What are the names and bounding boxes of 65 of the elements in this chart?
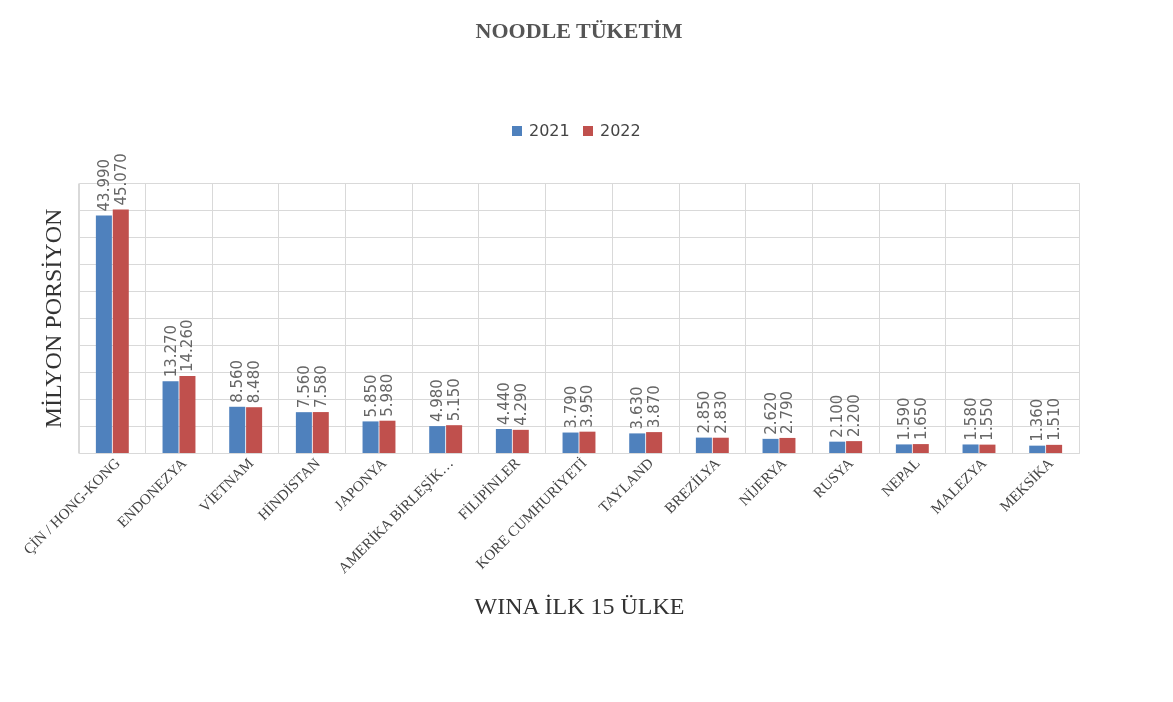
bar	[495, 429, 512, 453]
bar	[446, 425, 463, 453]
bar	[912, 444, 929, 453]
bar	[579, 431, 596, 453]
bar	[95, 215, 112, 453]
bar	[979, 444, 996, 453]
data-label: 4.980	[428, 379, 447, 423]
chart-title: NOODLE TÜKETİM	[475, 18, 683, 43]
bar	[895, 444, 912, 453]
x-axis-title: WINA İLK 15 ÜLKE	[474, 592, 685, 619]
data-label: 2.200	[845, 394, 864, 438]
bar	[629, 433, 646, 453]
bar	[762, 438, 779, 453]
data-label: 4.440	[494, 382, 513, 426]
data-label: 7.560	[294, 365, 313, 409]
data-label: 43.990	[94, 158, 113, 212]
data-label: 3.950	[578, 384, 597, 428]
bar	[179, 376, 196, 453]
data-label: 8.560	[228, 359, 247, 403]
data-label: 2.830	[711, 390, 730, 434]
bar	[695, 437, 712, 453]
legend-label: 2022	[600, 121, 641, 140]
bar	[562, 432, 579, 453]
data-label: 2.620	[761, 391, 780, 435]
bar	[646, 432, 663, 453]
data-label: 2.100	[828, 394, 847, 438]
bar	[1046, 444, 1063, 453]
bar	[362, 421, 379, 453]
bar	[829, 441, 846, 453]
bar	[962, 444, 979, 453]
legend-label: 2021	[529, 121, 570, 140]
data-label: 3.630	[628, 386, 647, 430]
bar	[162, 381, 179, 453]
bar	[779, 437, 796, 453]
data-label: 7.580	[311, 365, 330, 409]
bar	[312, 412, 329, 453]
data-label: 8.480	[245, 360, 264, 404]
data-label: 13.270	[161, 324, 180, 378]
y-axis-title: MİLYON PORSİYON	[39, 208, 66, 429]
data-label: 45.070	[111, 153, 130, 206]
data-label: 14.260	[178, 319, 197, 372]
bar	[379, 420, 396, 453]
bar	[246, 407, 263, 453]
bar	[229, 406, 246, 453]
data-label: 5.850	[361, 374, 380, 418]
data-label: 3.870	[645, 385, 664, 429]
data-label: 1.590	[894, 397, 913, 441]
bar	[512, 429, 529, 453]
data-label: 2.790	[778, 390, 797, 434]
bar	[846, 441, 863, 453]
bar	[112, 209, 129, 453]
data-label: 1.360	[1028, 398, 1047, 442]
bar	[429, 426, 446, 453]
data-label: 1.550	[978, 397, 997, 441]
data-label: 1.650	[911, 397, 930, 441]
data-label: 4.290	[511, 382, 530, 426]
data-label: 1.510	[1045, 397, 1064, 441]
data-label: 3.790	[561, 385, 580, 429]
bar	[295, 412, 312, 453]
data-label: 5.980	[378, 373, 397, 417]
bar	[712, 437, 729, 453]
data-label: 2.850	[694, 390, 713, 434]
bar	[1029, 445, 1046, 453]
data-label: 1.580	[961, 397, 980, 441]
data-label: 5.150	[445, 378, 464, 422]
